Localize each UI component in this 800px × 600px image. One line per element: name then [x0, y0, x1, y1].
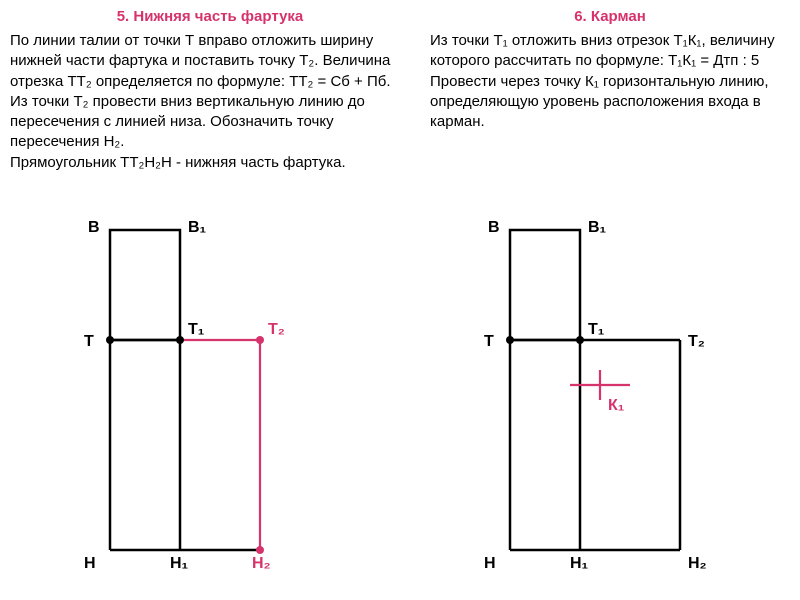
diagram-right-svg: В В₁ Т Т₁ Т₂ К₁ Н Н₁ Н₂: [470, 220, 770, 580]
point-H2: [256, 546, 264, 554]
label-H2: Н₂: [252, 555, 271, 572]
label-H-r: Н: [484, 555, 496, 572]
section-text-left: По линии талии от точки Т вправо отложит…: [10, 31, 410, 173]
point-T: [106, 336, 114, 344]
label-B: В: [88, 219, 100, 236]
label-T1: Т₁: [188, 321, 205, 338]
label-H: Н: [84, 555, 96, 572]
label-B-r: В: [488, 219, 500, 236]
section-title-right: 6. Карман: [430, 8, 790, 25]
section-text-right: Из точки Т₁ отложить вниз отрезок Т₁К₁, …: [430, 31, 790, 132]
diagram-left-svg: В В₁ Т Т₁ Т₂ Н Н₁ Н₂: [70, 220, 370, 580]
upper-rect: [110, 230, 180, 340]
label-T: Т: [84, 333, 94, 350]
section-left: 5. Нижняя часть фартука По линии талии о…: [10, 8, 410, 173]
label-H2-r: Н₂: [688, 555, 707, 572]
label-T1-r: Т₁: [588, 321, 605, 338]
label-H1-r: Н₁: [570, 555, 589, 572]
point-T1-r: [576, 336, 584, 344]
label-T2-r: Т₂: [688, 333, 705, 350]
page: 5. Нижняя часть фартука По линии талии о…: [0, 0, 800, 600]
label-T-r: Т: [484, 333, 494, 350]
point-T2: [256, 336, 264, 344]
label-H1: Н₁: [170, 555, 189, 572]
section-title-left: 5. Нижняя часть фартука: [10, 8, 410, 25]
label-B1: В₁: [188, 219, 207, 236]
label-B1-r: В₁: [588, 219, 607, 236]
point-T1: [176, 336, 184, 344]
diagram-left: В В₁ Т Т₁ Т₂ Н Н₁ Н₂: [70, 220, 370, 580]
section-right: 6. Карман Из точки Т₁ отложить вниз отре…: [430, 8, 790, 132]
upper-rect-r: [510, 230, 580, 340]
label-T2: Т₂: [268, 321, 285, 338]
diagram-right: В В₁ Т Т₁ Т₂ К₁ Н Н₁ Н₂: [470, 220, 770, 580]
label-K1: К₁: [608, 397, 625, 414]
point-T-r: [506, 336, 514, 344]
